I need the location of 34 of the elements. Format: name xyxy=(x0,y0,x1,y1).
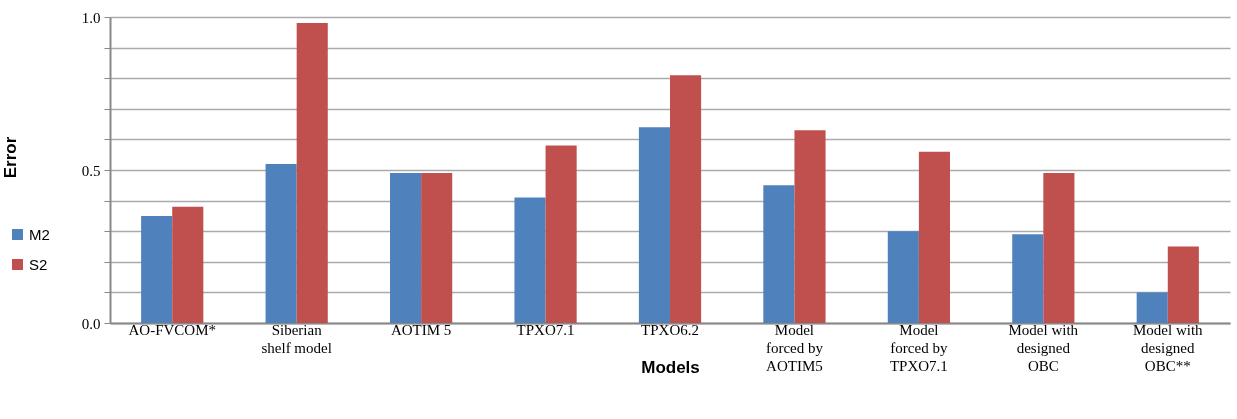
bar xyxy=(794,130,826,323)
bar xyxy=(918,151,950,323)
x-tick-label: TPXO7.1 xyxy=(516,321,575,338)
bar xyxy=(296,23,328,323)
y-tick-label: 1.0 xyxy=(81,9,101,26)
bar xyxy=(887,231,919,323)
bar xyxy=(172,206,204,323)
x-tick-label: AOTIM 5 xyxy=(390,321,452,338)
bar xyxy=(1043,173,1075,323)
bar xyxy=(421,173,453,323)
x-tick-label: Model forced by TPXO7.1 xyxy=(889,321,948,374)
bar xyxy=(1012,234,1044,323)
x-tick-label: Model with designed OBC xyxy=(1008,321,1079,374)
bar xyxy=(763,185,795,323)
bar xyxy=(1136,292,1168,323)
bar xyxy=(265,163,297,323)
bar xyxy=(638,127,670,323)
legend-label: S2 xyxy=(29,255,48,273)
x-axis-title: Models xyxy=(641,357,700,377)
bar xyxy=(545,145,577,323)
y-axis-title: Error xyxy=(0,136,20,179)
bar xyxy=(141,215,173,323)
x-tick-label: Siberian shelf model xyxy=(261,321,332,356)
bar xyxy=(670,75,702,323)
x-tick-label: Model forced by AOTIM5 xyxy=(765,321,824,374)
bar xyxy=(390,173,422,323)
y-tick-label: 0.0 xyxy=(81,315,101,332)
x-tick-label: TPXO6.2 xyxy=(641,321,699,338)
legend-label: M2 xyxy=(29,225,50,243)
x-tick-label: AO-FVCOM* xyxy=(128,321,216,338)
y-tick-label: 0.5 xyxy=(81,162,101,179)
bar xyxy=(1167,246,1199,323)
bar xyxy=(514,197,546,323)
x-tick-label: Model with designed OBC** xyxy=(1132,321,1204,374)
